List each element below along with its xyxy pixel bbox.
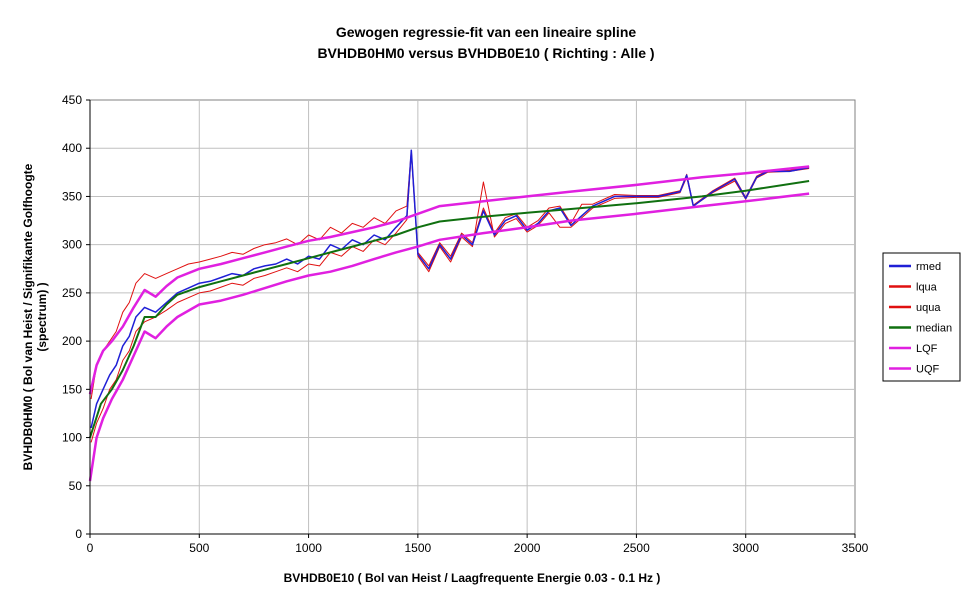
y-tick-label: 100: [62, 431, 82, 445]
plot-border: [89, 99, 856, 535]
series-line-uqf: [88, 165, 810, 395]
y-tick-label: 0: [75, 527, 82, 541]
legend-label: rmed: [916, 261, 941, 273]
x-tick-label: 500: [189, 541, 209, 555]
y-tick-label: 400: [62, 141, 82, 155]
y-tick-label: 50: [69, 479, 83, 493]
x-tick-label: 0: [87, 541, 94, 555]
y-tick-label: 150: [62, 382, 82, 396]
y-tick-label: 300: [62, 238, 82, 252]
series-layer: [88, 149, 810, 482]
y-tick-label: 450: [62, 93, 82, 107]
y-axis-label-line2: (spectrum) ): [35, 282, 49, 351]
series-line-rmed: [90, 149, 810, 429]
y-axis-label-line1: BVHDB0HM0 ( Bol van Heist / Signifikante…: [21, 163, 35, 470]
chart-subtitle: BVHDB0HM0 versus BVHDB0E10 ( Richting : …: [317, 45, 654, 61]
x-tick-label: 2000: [514, 541, 541, 555]
x-tick-label: 3500: [842, 541, 869, 555]
legend-label: UQF: [916, 364, 940, 376]
x-tick-label: 2500: [623, 541, 650, 555]
legend-label: LQF: [916, 343, 938, 355]
series-line-lqua: [90, 152, 810, 443]
x-tick-label: 1500: [405, 541, 432, 555]
x-axis-label: BVHDB0E10 ( Bol van Heist / Laagfrequent…: [284, 571, 661, 585]
series-line-median: [89, 180, 810, 438]
y-tick-label: 250: [62, 286, 82, 300]
chart-title: Gewogen regressie-fit van een lineaire s…: [336, 24, 637, 40]
y-tick-label: 200: [62, 334, 82, 348]
x-tick-label: 3000: [732, 541, 759, 555]
series-line-uqua: [90, 149, 810, 400]
ticks: 0 500 1000 1500 2000 2500 3000 3500 0 50 100 150 200…: [62, 93, 869, 555]
y-tick-label: 350: [62, 189, 82, 203]
legend: rmed lqua uqua median LQF UQF: [882, 252, 961, 382]
legend-box: [882, 252, 961, 382]
plot-area: [89, 99, 856, 535]
legend-label: median: [916, 323, 952, 335]
series-line-lqf: [88, 192, 810, 482]
legend-label: lqua: [916, 282, 938, 294]
x-tick-label: 1000: [295, 541, 322, 555]
legend-label: uqua: [916, 302, 941, 314]
